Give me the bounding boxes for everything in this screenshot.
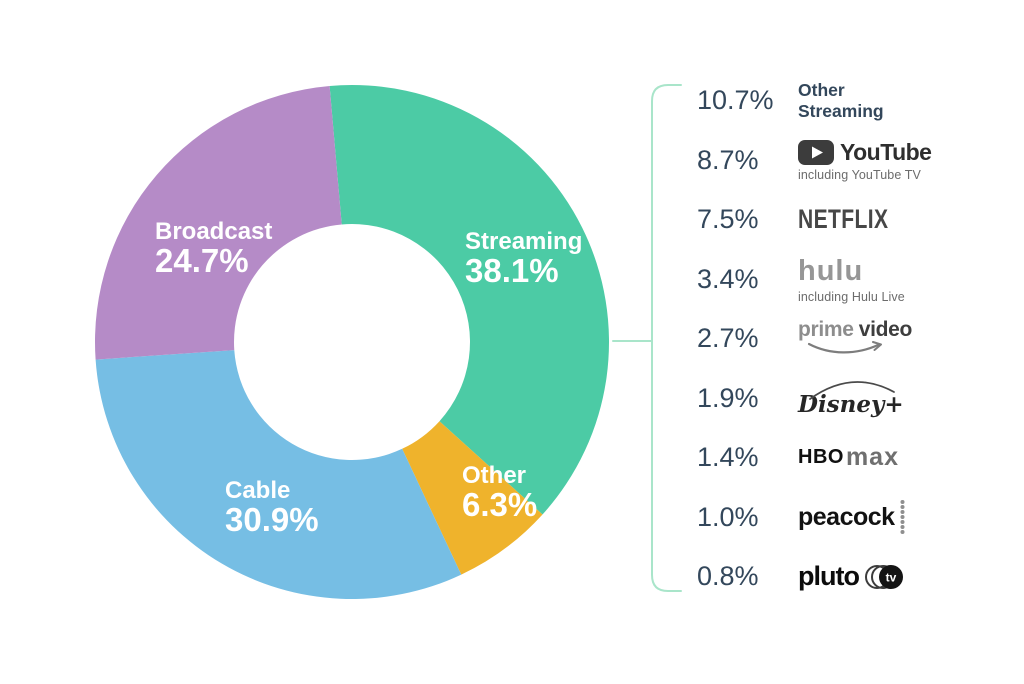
breakdown-row-pluto-tv: 0.8% pluto tv — [697, 547, 1019, 607]
breakdown-percent: 1.9% — [697, 382, 759, 413]
logo-caption: including Hulu Live — [798, 289, 905, 304]
breakdown-percent: 3.4% — [697, 263, 759, 294]
breakdown-logo: HBO max — [798, 443, 899, 472]
breakdown-percent: 10.7% — [697, 85, 774, 116]
streaming-breakdown-list: 10.7% Other Streaming 8.7% YouTube includ… — [697, 71, 1019, 607]
breakdown-percent: 0.8% — [697, 561, 759, 592]
breakdown-percent: 1.0% — [697, 501, 759, 532]
disney-plus-logo: Disney+ — [798, 379, 904, 418]
hulu-wordmark: hulu — [798, 254, 864, 287]
pluto-tv-badge-text: tv — [886, 570, 897, 584]
breakdown-row-prime-video: 2.7% prime video — [697, 309, 1019, 369]
disney-arc-icon — [809, 380, 895, 400]
hbo-max-logo: HBO max — [798, 443, 899, 472]
slice-value-other: 6.3% — [462, 486, 537, 523]
netflix-logo: NETFLIX — [798, 204, 914, 235]
prime-video-wordmark: prime video — [798, 318, 912, 342]
breakdown-logo: Disney+ — [798, 379, 904, 418]
slice-value-broadcast: 24.7% — [155, 242, 249, 279]
peacock-wordmark: peacock — [798, 502, 895, 531]
peacock-logo: peacock — [798, 499, 907, 535]
pluto-wordmark: pluto — [798, 561, 860, 592]
amazon-smile-icon — [807, 340, 882, 354]
breakdown-logo: hulu including Hulu Live — [798, 255, 905, 304]
other-streaming-logo: Other Streaming — [798, 80, 908, 121]
breakdown-logo: prime video — [798, 318, 912, 360]
prime-text: prime — [798, 317, 854, 341]
video-text: video — [858, 317, 913, 341]
breakdown-logo: Other Streaming — [798, 80, 908, 121]
breakdown-row-disney-: 1.9% Disney+ — [697, 369, 1019, 429]
donut-slice-broadcast — [95, 85, 342, 360]
slice-value-cable: 30.9% — [225, 501, 319, 538]
slice-label-other: Other — [462, 462, 526, 489]
peacock-feather-dots-icon — [900, 500, 905, 535]
breakdown-logo: pluto tv — [798, 561, 910, 592]
breakdown-bracket — [612, 84, 682, 592]
youtube-logo-row: YouTube — [798, 138, 932, 166]
netflix-wordmark: NETFLIX — [798, 204, 889, 235]
slice-value-streaming: 38.1% — [465, 252, 559, 289]
breakdown-row-netflix: 7.5% NETFLIX — [697, 190, 1019, 250]
pluto-tv-logo-row: pluto tv — [798, 561, 910, 592]
donut-slice-other — [402, 421, 543, 575]
disney--logo: Disney+ — [798, 379, 904, 418]
hbo-max-wordmark: HBO max — [798, 443, 899, 472]
hbo-text: HBO — [798, 446, 844, 469]
breakdown-logo: YouTube including YouTube TV — [798, 138, 932, 182]
donut-slice-streaming — [329, 85, 609, 515]
breakdown-percent: 2.7% — [697, 323, 759, 354]
hulu-logo: hulu — [798, 255, 905, 288]
pluto-tv-logo: pluto tv — [798, 561, 910, 592]
breakdown-logo: NETFLIX — [798, 204, 914, 235]
youtube-wordmark: YouTube — [840, 138, 932, 165]
breakdown-logo: peacock — [798, 499, 907, 535]
pluto-tv-badge-icon: tv — [864, 564, 903, 589]
breakdown-percent: 8.7% — [697, 144, 759, 175]
slice-label-broadcast: Broadcast — [155, 218, 272, 245]
breakdown-percent: 7.5% — [697, 204, 759, 235]
breakdown-row-hulu: 3.4% hulu including Hulu Live — [697, 250, 1019, 310]
donut-slice-cable — [95, 350, 462, 599]
breakdown-row-hbo-max: 1.4% HBO max — [697, 428, 1019, 488]
breakdown-row-other-streaming: 10.7% Other Streaming — [697, 71, 1019, 131]
breakdown-row-peacock: 1.0% peacock — [697, 488, 1019, 548]
other-streaming-label: Other Streaming — [798, 80, 884, 121]
youtube-logo: YouTube — [798, 138, 932, 166]
slice-label-cable: Cable — [225, 477, 290, 504]
prime-video-logo: prime video — [798, 318, 912, 360]
max-text: max — [845, 443, 899, 472]
breakdown-row-youtube: 8.7% YouTube including YouTube TV — [697, 131, 1019, 191]
logo-caption: including YouTube TV — [798, 167, 921, 182]
breakdown-percent: 1.4% — [697, 442, 759, 473]
slice-label-streaming: Streaming — [465, 228, 582, 255]
peacock-logo-row: peacock — [798, 499, 907, 535]
youtube-play-icon — [798, 139, 834, 165]
